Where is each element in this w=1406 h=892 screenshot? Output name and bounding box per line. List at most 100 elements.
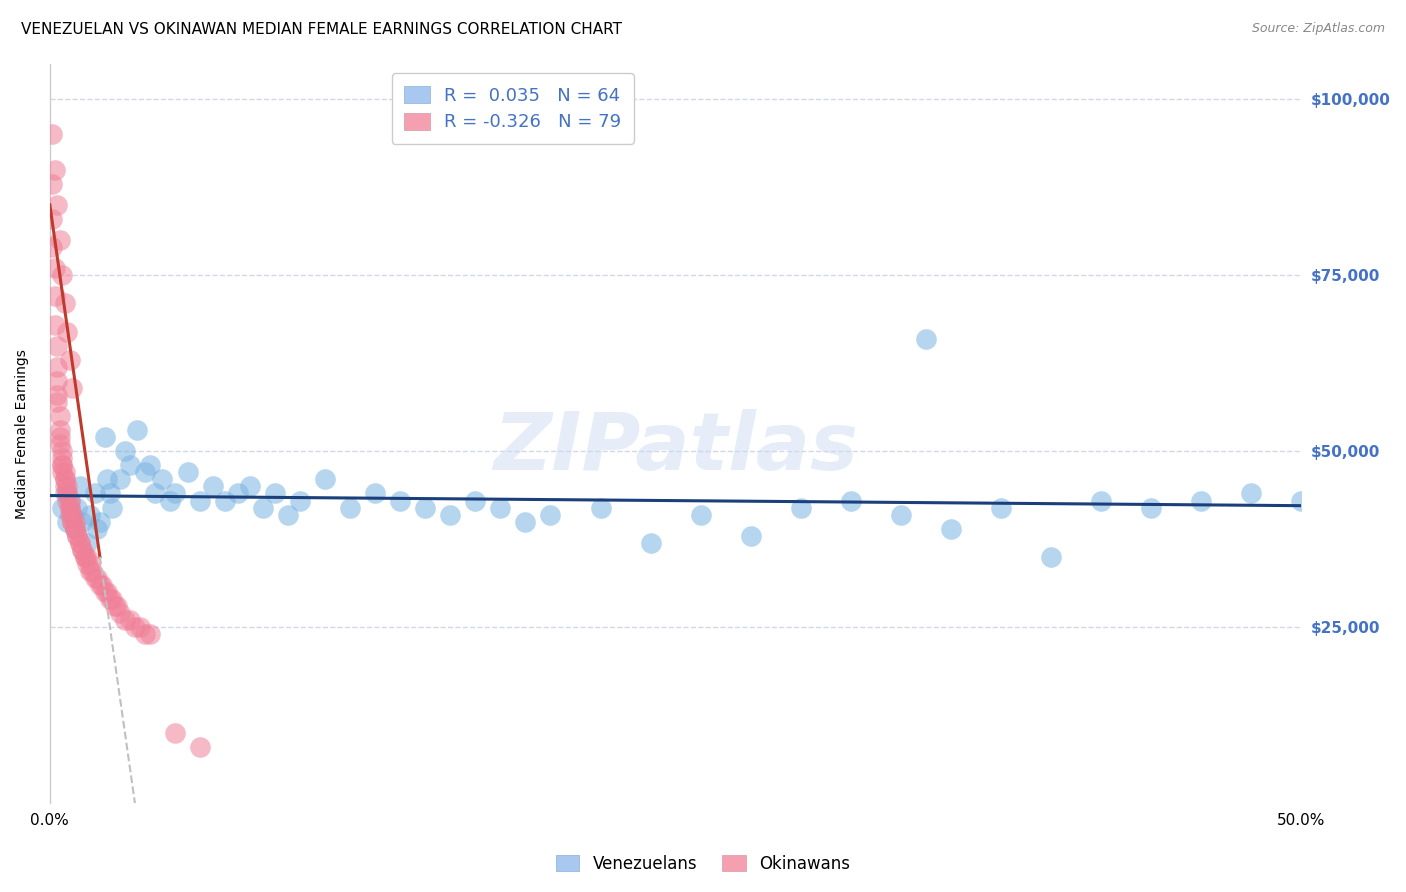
- Point: [69, 535, 91, 549]
- Point: [49, 409, 72, 423]
- Point: [515, 515, 537, 529]
- Point: [134, 466, 156, 480]
- Point: [41, 240, 63, 254]
- Text: Source: ZipAtlas.com: Source: ZipAtlas.com: [1251, 22, 1385, 36]
- Point: [59, 493, 82, 508]
- Point: [214, 493, 236, 508]
- Point: [89, 515, 111, 529]
- Point: [46, 198, 69, 212]
- Point: [163, 486, 186, 500]
- Point: [59, 500, 82, 515]
- Point: [101, 592, 124, 607]
- Point: [413, 500, 436, 515]
- Point: [314, 472, 336, 486]
- Point: [46, 388, 69, 402]
- Point: [56, 493, 79, 508]
- Point: [56, 325, 79, 339]
- Point: [46, 395, 69, 409]
- Point: [1090, 493, 1112, 508]
- Point: [589, 500, 612, 515]
- Point: [79, 508, 101, 522]
- Text: ZIPatlas: ZIPatlas: [494, 409, 858, 487]
- Point: [56, 515, 79, 529]
- Point: [689, 508, 711, 522]
- Point: [66, 500, 89, 515]
- Point: [264, 486, 287, 500]
- Point: [640, 535, 662, 549]
- Point: [139, 458, 162, 473]
- Point: [60, 515, 83, 529]
- Point: [53, 296, 76, 310]
- Point: [76, 549, 98, 564]
- Point: [63, 522, 86, 536]
- Point: [56, 486, 79, 500]
- Point: [277, 508, 299, 522]
- Point: [56, 479, 79, 493]
- Point: [63, 522, 86, 536]
- Point: [188, 739, 211, 754]
- Point: [60, 515, 83, 529]
- Point: [49, 430, 72, 444]
- Point: [118, 613, 141, 627]
- Point: [60, 508, 83, 522]
- Point: [41, 211, 63, 226]
- Legend: R =  0.035   N = 64, R = -0.326   N = 79: R = 0.035 N = 64, R = -0.326 N = 79: [392, 73, 634, 145]
- Point: [72, 542, 94, 557]
- Point: [59, 500, 82, 515]
- Point: [60, 381, 83, 395]
- Point: [1140, 500, 1163, 515]
- Point: [44, 162, 66, 177]
- Point: [69, 535, 91, 549]
- Point: [46, 374, 69, 388]
- Point: [915, 332, 938, 346]
- Point: [939, 522, 962, 536]
- Point: [94, 430, 117, 444]
- Point: [72, 515, 94, 529]
- Point: [990, 500, 1012, 515]
- Point: [118, 458, 141, 473]
- Point: [79, 557, 101, 571]
- Point: [108, 472, 131, 486]
- Point: [53, 472, 76, 486]
- Point: [389, 493, 412, 508]
- Point: [339, 500, 361, 515]
- Point: [44, 318, 66, 332]
- Point: [63, 522, 86, 536]
- Point: [98, 486, 121, 500]
- Point: [63, 515, 86, 529]
- Point: [890, 508, 912, 522]
- Point: [41, 177, 63, 191]
- Point: [114, 444, 136, 458]
- Point: [226, 486, 249, 500]
- Point: [73, 549, 96, 564]
- Point: [49, 233, 72, 247]
- Point: [288, 493, 311, 508]
- Point: [98, 592, 121, 607]
- Point: [59, 493, 82, 508]
- Point: [66, 529, 89, 543]
- Point: [139, 627, 162, 641]
- Point: [51, 458, 73, 473]
- Point: [49, 437, 72, 451]
- Point: [134, 627, 156, 641]
- Point: [239, 479, 262, 493]
- Point: [101, 500, 124, 515]
- Point: [51, 444, 73, 458]
- Point: [104, 599, 127, 613]
- Text: VENEZUELAN VS OKINAWAN MEDIAN FEMALE EARNINGS CORRELATION CHART: VENEZUELAN VS OKINAWAN MEDIAN FEMALE EAR…: [21, 22, 621, 37]
- Point: [86, 571, 108, 585]
- Point: [91, 578, 114, 592]
- Point: [86, 522, 108, 536]
- Point: [72, 542, 94, 557]
- Point: [94, 585, 117, 599]
- Point: [107, 599, 129, 613]
- Point: [76, 557, 98, 571]
- Point: [83, 486, 105, 500]
- Point: [59, 508, 82, 522]
- Point: [53, 486, 76, 500]
- Point: [82, 564, 104, 578]
- Point: [201, 479, 224, 493]
- Point: [79, 564, 101, 578]
- Point: [44, 289, 66, 303]
- Point: [152, 472, 174, 486]
